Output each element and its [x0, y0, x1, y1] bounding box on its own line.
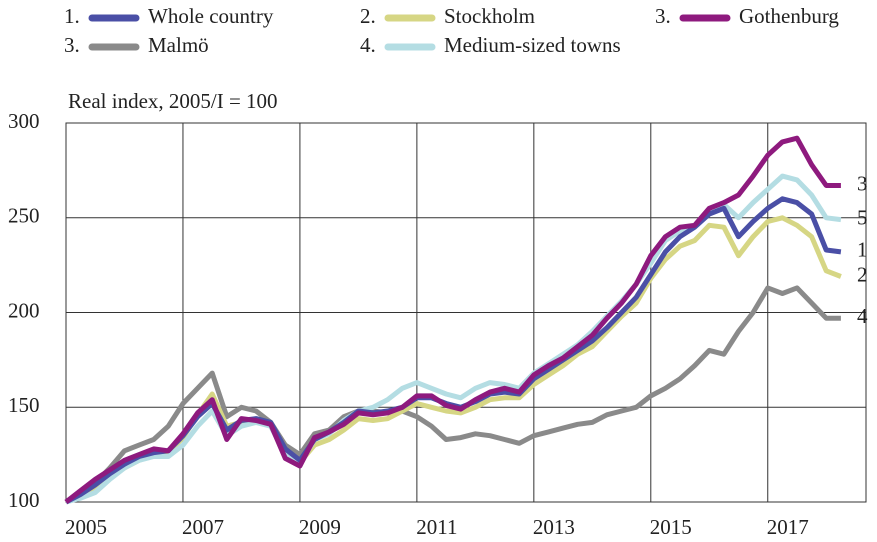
x-tick-label: 2013 [533, 515, 575, 539]
x-tick-label: 2007 [182, 515, 224, 539]
end-label: 1 [857, 238, 868, 262]
y-axis-label: Real index, 2005/I = 100 [68, 89, 278, 113]
y-tick-label: 150 [8, 393, 40, 417]
plot-frame [65, 122, 867, 503]
legend-prefix: 2. [360, 4, 376, 28]
legend-label: Gothenburg [739, 4, 839, 28]
end-label: 5 [857, 205, 868, 229]
legend-label: Malmö [148, 33, 209, 57]
x-tick-label: 2005 [65, 515, 107, 539]
legend-prefix: 3. [655, 4, 671, 28]
legend-label: Whole country [148, 4, 274, 28]
legend-prefix: 4. [360, 33, 376, 57]
line [65, 215, 842, 505]
y-tick-label: 250 [8, 204, 40, 228]
x-tick-label: 2011 [416, 515, 457, 539]
x-tick-label: 2015 [650, 515, 692, 539]
x-tick-label: 2017 [767, 515, 809, 539]
legend-label: Medium-sized towns [444, 33, 621, 57]
legend-prefix: 1. [64, 4, 80, 28]
line [64, 285, 841, 505]
legend-label: Stockholm [444, 4, 535, 28]
y-tick-label: 200 [8, 298, 40, 322]
end-label: 3 [857, 171, 868, 195]
line [64, 135, 841, 504]
y-tick-label: 100 [8, 488, 40, 512]
x-tick-label: 2009 [299, 515, 341, 539]
y-tick-label: 300 [8, 109, 40, 133]
legend-prefix: 3. [64, 33, 80, 57]
end-label: 2 [857, 262, 868, 286]
end-label: 4 [857, 304, 868, 328]
